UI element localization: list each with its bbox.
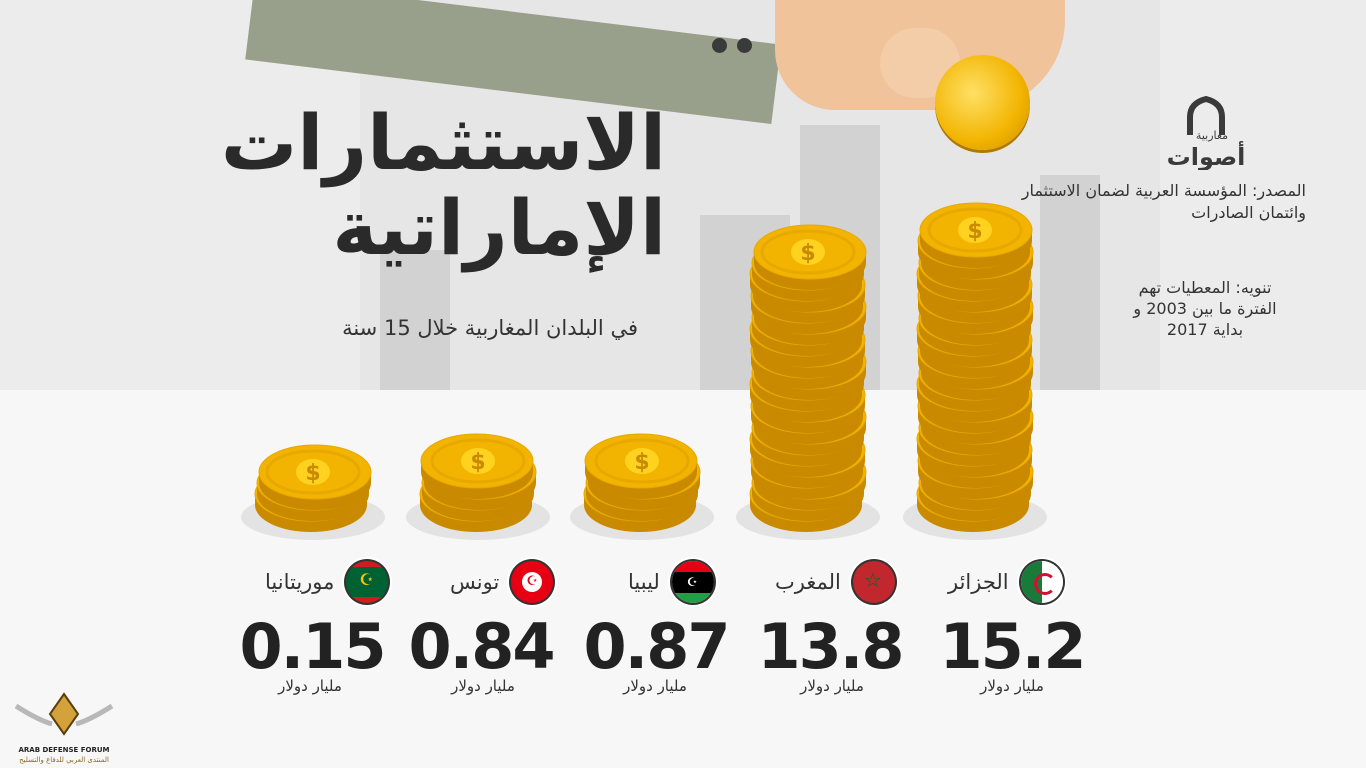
dollar-sign-icon: $ — [967, 219, 982, 244]
coin-rim — [927, 207, 1023, 253]
title-line-2: الإماراتية — [332, 183, 666, 273]
cuff-button — [712, 38, 727, 53]
country-name: موريتانيا — [265, 570, 335, 594]
country-label-libya: ☪ ليبيا — [628, 561, 714, 603]
coin-stack-morocco: $ — [736, 224, 880, 540]
country-label-algeria: الجزائر — [948, 561, 1063, 603]
coin-stack-mauritania: $ — [241, 444, 385, 540]
tunisia-flag-icon: ☪ — [511, 561, 554, 603]
source-text: المصدر: المؤسسة العربية لضمان الاستثمار … — [1021, 181, 1306, 223]
data-label-libya: 0.87 — [583, 610, 731, 683]
country-name: ليبيا — [628, 570, 660, 594]
coin-stack-algeria: $ — [903, 202, 1047, 540]
page-subtitle: في البلدان المغاربية خلال 15 سنة — [342, 316, 638, 340]
country-name: تونس — [450, 570, 500, 594]
country-label-mauritania: ☪ موريتانيا — [265, 561, 389, 603]
coin-stack-tunisia: $ — [406, 433, 550, 540]
unit-label: مليار دولار — [980, 677, 1044, 695]
dollar-badge — [461, 448, 495, 474]
dollar-badge — [296, 459, 330, 485]
country-label-morocco: ☆ المغرب — [775, 561, 895, 603]
note-text: تنويه: المعطيات تهم الفترة ما بين 2003 و… — [1133, 278, 1277, 339]
country-name: المغرب — [775, 570, 841, 594]
coin-rim — [760, 229, 856, 275]
aswat-maghrebia-logo: مغاربية أصوات — [1167, 95, 1246, 170]
data-label-tunisia: 0.84 — [408, 610, 556, 683]
watermark-text-en: ARAB DEFENSE FORUM — [18, 746, 109, 754]
cuff-button — [737, 38, 752, 53]
libya-flag-icon: ☪ — [671, 561, 714, 603]
held-coin-icon — [935, 55, 1030, 150]
data-label-morocco: 13.8 — [757, 610, 905, 683]
unit-label: مليار دولار — [278, 677, 342, 695]
morocco-flag-icon: ☆ — [852, 561, 895, 603]
unit-label: مليار دولار — [800, 677, 864, 695]
coin-rim — [430, 438, 526, 484]
dollar-sign-icon: $ — [470, 450, 485, 475]
coin-rim — [594, 438, 690, 484]
dollar-sign-icon: $ — [634, 450, 649, 475]
building-silhouette — [1040, 175, 1100, 390]
dollar-badge — [625, 448, 659, 474]
logo-text-main: أصوات — [1167, 141, 1246, 170]
title-line-1: الاستثمارات — [220, 98, 666, 187]
coin-stack-libya: $ — [570, 433, 714, 540]
unit-label: مليار دولار — [623, 677, 687, 695]
dollar-sign-icon: $ — [305, 461, 320, 486]
logo-text-top: مغاربية — [1196, 129, 1228, 142]
data-label-algeria: 15.2 — [939, 610, 1087, 683]
dollar-badge — [958, 217, 992, 243]
page-title: الاستثمارات الإماراتية — [221, 100, 666, 270]
country-name: الجزائر — [948, 570, 1009, 594]
unit-label: مليار دولار — [451, 677, 515, 695]
country-label-tunisia: ☪ تونس — [450, 561, 554, 603]
building-silhouette — [380, 250, 450, 390]
mauritania-flag-icon: ☪ — [346, 561, 389, 603]
dollar-sign-icon: $ — [800, 241, 815, 266]
arab-defense-forum-watermark: ARAB DEFENSE FORUM المنتدى العربي للدفاع… — [14, 692, 114, 764]
data-label-mauritania: 0.15 — [239, 610, 387, 683]
dollar-badge — [791, 239, 825, 265]
coin-rim — [265, 449, 361, 495]
algeria-flag-icon — [1020, 561, 1063, 603]
watermark-text-ar: المنتدى العربي للدفاع والتسليح — [19, 756, 109, 764]
